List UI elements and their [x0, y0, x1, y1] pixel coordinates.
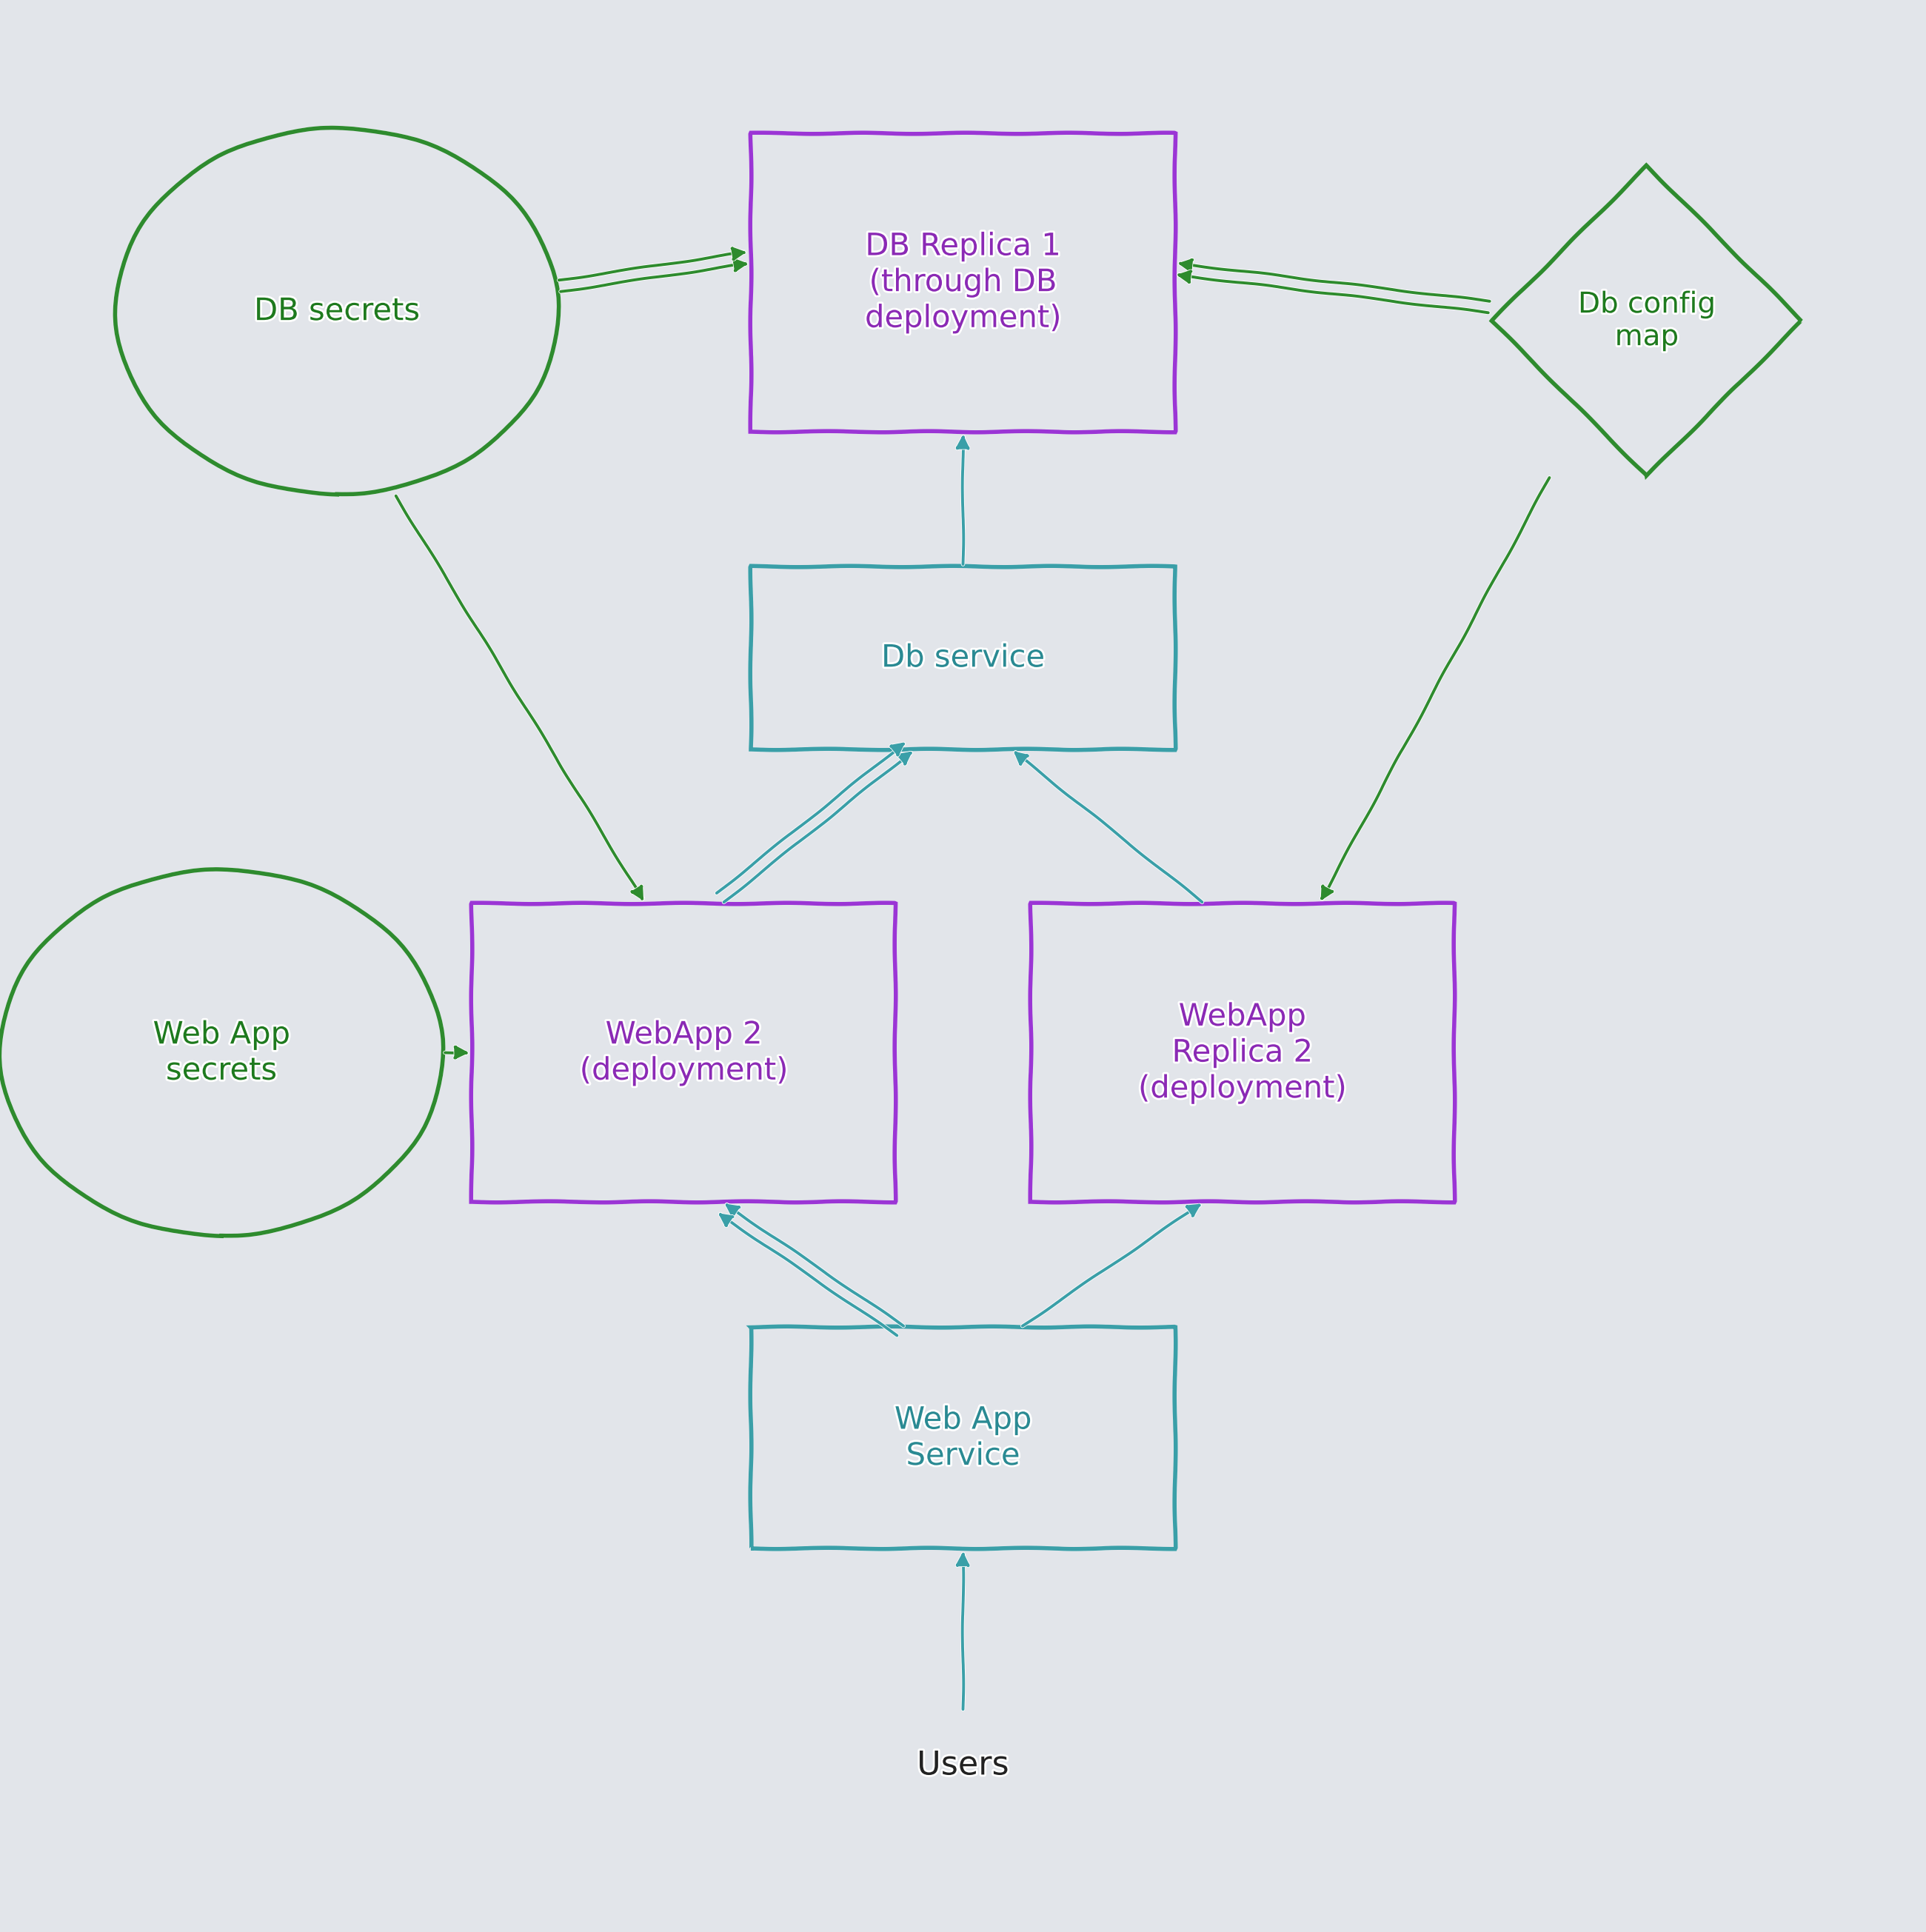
- Ellipse shape: [116, 128, 559, 495]
- Bar: [751, 566, 1175, 750]
- Ellipse shape: [0, 869, 443, 1236]
- Text: Web App
secrets: Web App secrets: [152, 1018, 291, 1086]
- Text: WebApp 2
(deployment): WebApp 2 (deployment): [580, 1018, 788, 1086]
- Text: Users: Users: [917, 1748, 1009, 1781]
- Bar: [472, 904, 896, 1202]
- Bar: [1030, 904, 1454, 1202]
- Bar: [751, 1327, 1175, 1549]
- Text: DB secrets: DB secrets: [254, 296, 420, 327]
- Polygon shape: [1491, 166, 1801, 475]
- Text: WebApp
Replica 2
(deployment): WebApp Replica 2 (deployment): [1138, 1001, 1346, 1105]
- Text: Web App
Service: Web App Service: [894, 1405, 1032, 1472]
- Text: Db config
map: Db config map: [1577, 290, 1716, 352]
- Bar: [751, 133, 1175, 431]
- Text: Db service: Db service: [882, 641, 1044, 674]
- Text: DB Replica 1
(through DB
deployment): DB Replica 1 (through DB deployment): [865, 230, 1061, 334]
